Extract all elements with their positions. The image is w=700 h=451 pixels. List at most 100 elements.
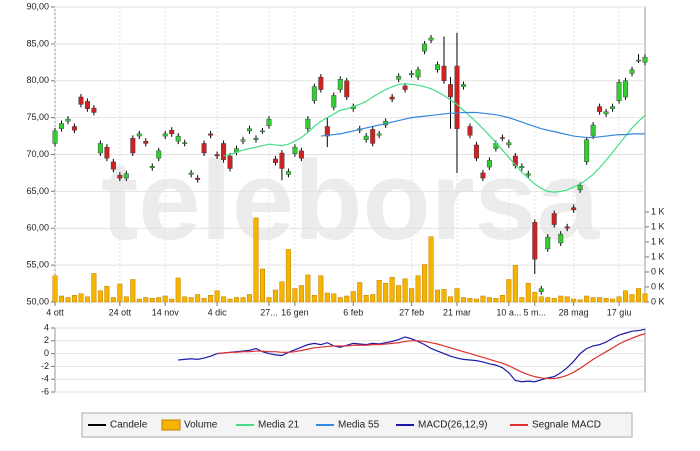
legend-label: Volume xyxy=(184,420,218,431)
volume-bar xyxy=(65,297,71,303)
candle-body xyxy=(305,118,311,129)
candle-body xyxy=(454,65,460,129)
candle-body xyxy=(272,158,278,163)
legend-label: Media 55 xyxy=(338,420,380,431)
volume-bar xyxy=(272,289,278,303)
volume-bar xyxy=(422,264,428,303)
candle-body xyxy=(221,143,227,160)
x-tick-label: 14 nov xyxy=(152,307,180,317)
candle-body xyxy=(577,185,583,191)
x-tick-label: 16 gen xyxy=(281,307,309,317)
volume-bar xyxy=(363,294,369,303)
candle-body xyxy=(396,76,402,80)
y-tick-label: 55,00 xyxy=(26,260,49,270)
candle-body xyxy=(629,69,635,74)
volume-bar xyxy=(298,285,304,303)
y2-tick-label: 0 K xyxy=(651,281,665,291)
volume-bar xyxy=(480,295,486,303)
y2-tick-label: 1 K xyxy=(651,206,665,216)
candle-body xyxy=(435,64,440,70)
volume-bar xyxy=(610,298,616,303)
candle-body xyxy=(214,154,220,157)
candle-body xyxy=(104,146,110,159)
x-tick-label: 4 dic xyxy=(208,307,228,317)
volume-bar xyxy=(635,288,642,303)
y-tick-label: 70,00 xyxy=(26,149,49,159)
candle-body xyxy=(376,133,382,136)
candle-body xyxy=(623,80,629,98)
volume-bar xyxy=(577,299,583,303)
y2-tick-label: 0 K xyxy=(651,266,665,276)
candle-body xyxy=(143,141,149,144)
y-tick-label: 2 xyxy=(44,335,49,345)
candle-body xyxy=(175,135,181,142)
price-panel: teleborsa 50,00 55,00 60,00 65,00 70,00 75,00 8… xyxy=(26,1,664,317)
volume-bar xyxy=(558,295,564,303)
y-tick-label: 85,00 xyxy=(26,38,49,48)
candle-body xyxy=(136,133,142,137)
y-tick-label: 4 xyxy=(44,322,49,332)
volume-bar xyxy=(441,288,447,303)
candle-body xyxy=(389,96,395,100)
candle-body xyxy=(91,107,97,113)
volume-bar xyxy=(279,281,285,303)
volume-bar xyxy=(415,275,421,303)
candle-body xyxy=(110,161,116,170)
x-tick-label: 24 ott xyxy=(109,307,132,317)
candle-body xyxy=(260,130,265,133)
volume-bar xyxy=(305,274,311,303)
candle-body xyxy=(597,106,603,112)
legend-swatch xyxy=(161,419,181,431)
candle-body xyxy=(402,85,408,90)
volume-bar xyxy=(460,297,466,303)
volume-bar xyxy=(78,293,84,303)
candle-body xyxy=(603,111,609,115)
candle-body xyxy=(610,106,616,109)
candle-body xyxy=(311,86,317,101)
candle-body xyxy=(642,56,648,63)
candle-body xyxy=(292,146,298,154)
volume-bar xyxy=(324,292,330,303)
candle-body xyxy=(590,124,596,137)
candle-body xyxy=(65,118,71,122)
legend: Candele Volume Media 21 Media 55 MACD(26,12,… xyxy=(81,412,633,438)
candle-body xyxy=(525,173,531,176)
volume-bar xyxy=(337,297,343,303)
y2-tick-label: 1 K xyxy=(651,236,665,246)
candle-body xyxy=(337,79,343,90)
volume-bar xyxy=(331,293,337,303)
candle-body xyxy=(486,160,492,168)
volume-bar xyxy=(428,236,434,303)
candle-body xyxy=(616,82,622,101)
volume-bar xyxy=(512,264,518,303)
candle-body xyxy=(584,139,590,163)
volume-bar xyxy=(376,279,382,303)
volume-bar xyxy=(486,297,492,303)
volume-bar xyxy=(156,297,162,303)
volume-bar xyxy=(545,297,551,303)
candle-body xyxy=(162,133,168,137)
volume-bar xyxy=(71,294,77,303)
candle-body xyxy=(480,172,486,179)
volume-bar xyxy=(383,282,389,303)
volume-bar xyxy=(370,294,376,303)
candle-body xyxy=(253,138,259,140)
volume-bar xyxy=(350,291,356,303)
volume-bar xyxy=(136,298,142,303)
candle-body xyxy=(117,174,123,179)
x-tick-label: 17 giu xyxy=(607,307,632,317)
volume-bar xyxy=(447,296,454,303)
candle-body xyxy=(564,226,570,229)
candle-body xyxy=(441,65,447,81)
candle-body xyxy=(318,76,324,90)
x-tick-label: 27... xyxy=(260,307,278,317)
volume-bar xyxy=(409,288,415,303)
x-tick-label: 27 feb xyxy=(399,307,424,317)
volume-bar xyxy=(149,297,155,303)
volume-bar xyxy=(571,298,577,303)
candle-body xyxy=(448,84,453,98)
candle-body xyxy=(370,129,376,144)
volume-bar xyxy=(525,282,531,303)
candle-body xyxy=(97,143,103,154)
volume-bar xyxy=(97,290,103,303)
